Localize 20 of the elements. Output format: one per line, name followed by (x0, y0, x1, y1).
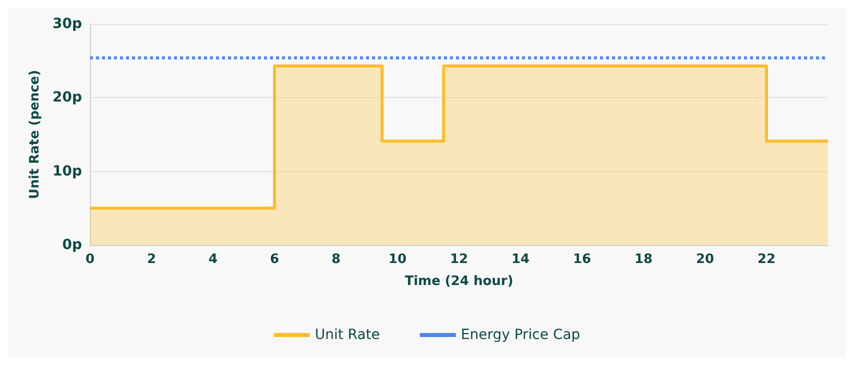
x-axis-title: Time (24 hour) (404, 274, 514, 289)
x-tick-label: 16 (572, 252, 592, 267)
x-tick-label: 8 (331, 252, 341, 267)
x-tick-label: 20 (696, 252, 714, 267)
x-tick-label: 12 (450, 252, 468, 267)
x-tick-label: 22 (757, 252, 776, 267)
x-tick-label: 14 (511, 252, 530, 267)
legend-label: Unit Rate (314, 327, 380, 343)
x-tick-label: 18 (634, 252, 653, 267)
y-tick-label: 10p (52, 163, 82, 180)
y-tick-label: 20p (52, 90, 82, 106)
x-tick-label: 6 (270, 252, 280, 267)
x-tick-label: 10 (388, 252, 407, 267)
x-tick-label: 2 (146, 252, 156, 267)
y-axis-title: Unit Rate (pence) (28, 70, 43, 200)
x-tick-label: 4 (208, 252, 218, 267)
x-tick-label: 0 (85, 252, 95, 267)
legend-label: Energy Price Cap (460, 327, 580, 343)
y-tick-label: 30p (52, 16, 82, 32)
y-tick-label: 0p (62, 237, 82, 253)
